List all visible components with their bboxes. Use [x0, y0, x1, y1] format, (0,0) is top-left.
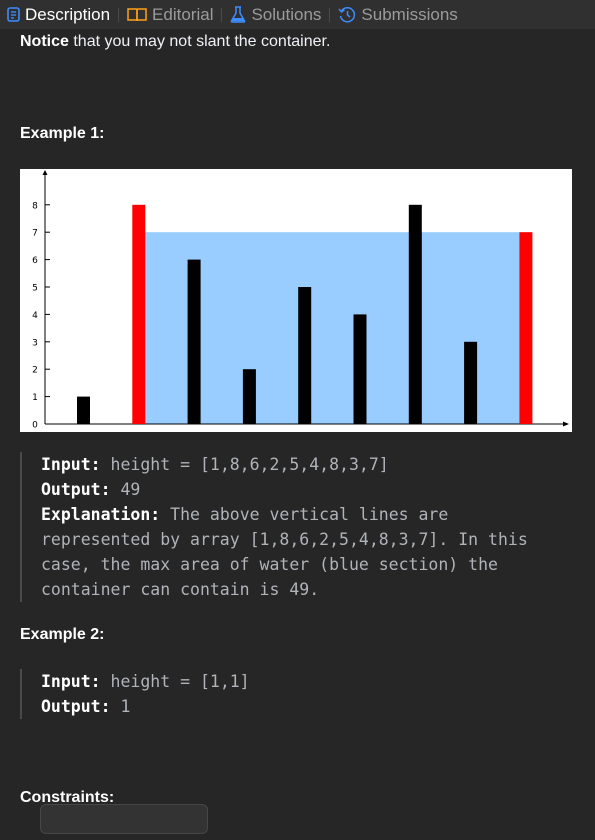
output-label: Output:: [41, 697, 111, 716]
output-label: Output:: [41, 480, 111, 499]
explanation-label: Explanation:: [41, 505, 161, 524]
notice-rest: that you may not slant the container.: [68, 33, 331, 50]
input-value: height = [1,1]: [100, 672, 250, 691]
tab-editorial-label: Editorial: [152, 4, 214, 24]
tab-separator: [118, 7, 120, 22]
bar: [242, 369, 256, 424]
explanation-line-4: container can contain is 49.: [41, 580, 320, 599]
output-value: 1: [110, 697, 131, 716]
notice-bold: Notice: [20, 33, 69, 50]
notice-text: Notice that you may not slant the contai…: [20, 33, 330, 51]
tab-description[interactable]: Description: [4, 0, 113, 29]
tab-solutions[interactable]: Solutions: [227, 0, 324, 29]
tab-editorial[interactable]: Editorial: [124, 0, 216, 29]
example-1-title: Example 1:: [20, 125, 105, 142]
bar: [353, 314, 367, 424]
y-axis-arrow: [42, 170, 48, 175]
y-tick-label: 0: [32, 421, 38, 431]
description-icon: [7, 7, 20, 22]
y-tick-label: 4: [32, 311, 38, 321]
y-tick-label: 2: [32, 366, 38, 376]
bar-highlight: [132, 204, 146, 424]
y-tick-label: 6: [32, 256, 38, 266]
y-tick-label: 8: [32, 201, 38, 211]
bar: [77, 396, 90, 424]
explanation-line-1: The above vertical lines are: [160, 505, 449, 524]
input-label: Input:: [41, 455, 101, 474]
output-value: 49: [110, 480, 141, 499]
example-2-title: Example 2:: [20, 626, 105, 643]
tab-solutions-label: Solutions: [251, 4, 322, 24]
bar-highlight: [519, 232, 533, 424]
bar: [408, 204, 422, 424]
example-1-chart: 0 1 2 3 4 5 6 7 8: [20, 169, 572, 432]
history-icon: [338, 7, 356, 23]
flask-icon: [231, 6, 246, 23]
book-icon: [127, 8, 147, 22]
example-2-code: Input: height = [1,1] Output: 1: [20, 669, 250, 719]
tab-bar: Description Editorial Solutions Submissi…: [0, 0, 595, 29]
y-tick-label: 1: [32, 393, 38, 403]
y-tick-label: 7: [32, 229, 38, 239]
input-label: Input:: [41, 672, 101, 691]
bar: [464, 341, 478, 424]
tab-submissions-label: Submissions: [361, 4, 458, 24]
y-tick-label: 3: [32, 338, 38, 348]
tab-description-label: Description: [25, 4, 111, 24]
constraint-code-pill: [40, 804, 208, 834]
input-value: height = [1,8,6,2,5,4,8,3,7]: [100, 455, 389, 474]
tab-separator: [329, 7, 331, 22]
x-axis-arrow: [563, 421, 569, 427]
example-1-chart-svg: 0 1 2 3 4 5 6 7 8: [32, 170, 569, 431]
bar: [298, 287, 312, 424]
explanation-line-3: case, the max area of water (blue sectio…: [41, 555, 498, 574]
example-1-code: Input: height = [1,8,6,2,5,4,8,3,7] Outp…: [20, 452, 528, 602]
bar: [187, 259, 201, 424]
tab-separator: [221, 7, 223, 22]
explanation-line-2: represented by array [1,8,6,2,5,4,8,3,7]…: [41, 530, 528, 549]
water-area: [145, 232, 520, 424]
tab-submissions[interactable]: Submissions: [335, 0, 460, 29]
constraints-title: Constraints:: [20, 789, 115, 806]
y-tick-label: 5: [32, 284, 38, 294]
